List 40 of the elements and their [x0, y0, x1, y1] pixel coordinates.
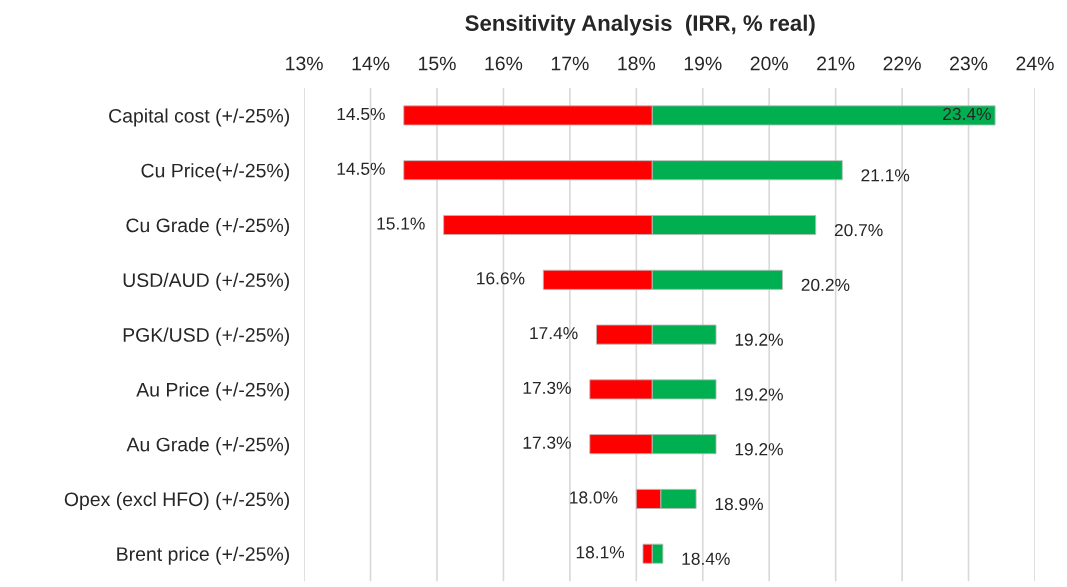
x-tick-label: 22% [883, 56, 921, 71]
x-tick-label: 16% [485, 56, 523, 71]
annotation: 18.0% [570, 491, 618, 504]
x-tick-label: 21% [817, 56, 855, 71]
y-tick-label: Au Price (+/-25%) [136, 382, 289, 401]
annotation: 18.4% [682, 552, 730, 565]
x-tick-label: 18% [618, 56, 656, 71]
x-tick-label: 13% [286, 56, 323, 71]
y-tick-label: Opex (excl HFO) (+/-25%) [64, 491, 290, 511]
x-tick-label: 19% [684, 56, 722, 71]
annotation: 17.3% [523, 436, 571, 449]
y-tick-label: Cu Price(+/-25%) [141, 163, 289, 182]
chart-title: Sensitivity Analysis (IRR, % real) [465, 14, 815, 36]
x-tick-label: 23% [950, 56, 988, 71]
annotation: 21.1% [861, 169, 910, 182]
annotation: 19.2% [735, 388, 783, 401]
y-tick-label: Au Grade (+/-25%) [126, 437, 290, 456]
annotation: 14.5% [337, 107, 385, 121]
annotation: 17.4% [530, 327, 578, 340]
x-tick-label: 15% [419, 56, 456, 71]
y-tick-label: PGK/USD (+/-25%) [123, 327, 289, 346]
x-tick-label: 20% [750, 56, 788, 71]
annotation: 19.2% [735, 443, 783, 456]
x-tick-label: 17% [551, 56, 589, 71]
annotation: 19.2% [735, 333, 783, 346]
y-tick-label: USD/AUD (+/-25%) [123, 272, 289, 291]
annotation: 16.6% [477, 272, 525, 285]
annotation: 18.9% [715, 497, 763, 511]
annotation: 20.2% [801, 278, 850, 292]
annotation: 20.7% [834, 223, 883, 237]
y-tick-label: Capital cost (+/-25%) [109, 108, 290, 127]
annotation: 18.1% [576, 546, 625, 559]
y-tick-label: Cu Grade (+/-25%) [126, 217, 290, 237]
x-tick-label: 24% [1016, 56, 1054, 71]
annotation: 17.3% [523, 381, 571, 395]
y-tick-label: Brent price (+/-25%) [117, 546, 290, 565]
x-tick-label: 14% [352, 56, 390, 71]
annotation: 14.5% [337, 162, 385, 175]
annotation: 15.1% [377, 217, 425, 230]
annotation: 23.4% [943, 107, 991, 121]
